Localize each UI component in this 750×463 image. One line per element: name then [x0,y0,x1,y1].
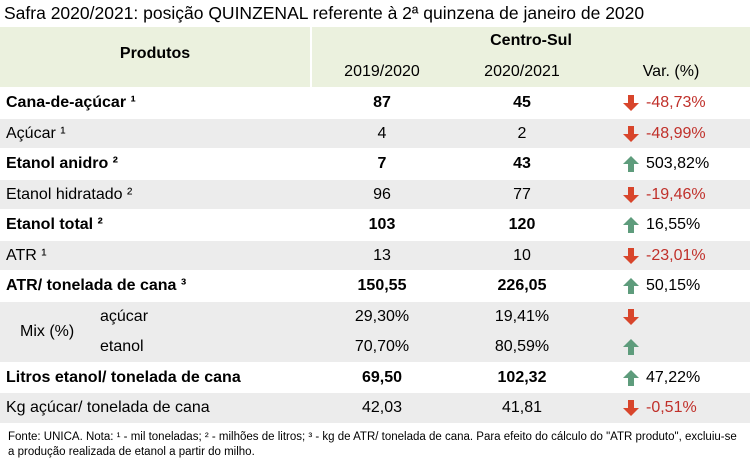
row-value: 29,30% [354,307,410,325]
row-value: 102,32 [497,368,547,386]
arrow-shape [623,278,639,294]
arrow-down [623,247,639,264]
arrow-up [623,156,639,172]
arrow-shape [623,339,639,355]
row-var: 50,15% [646,277,701,295]
row-label: Cana-de-açúcar ¹ [6,94,136,112]
header-bg [0,27,750,87]
row-label: Etanol anidro ² [6,155,118,173]
row-value: 120 [508,216,536,234]
row-bg [0,393,750,423]
header-divider [310,27,312,87]
row-label: Kg açúcar/ tonelada de cana [6,399,210,417]
row-var: -0,51% [646,399,697,417]
row-value: 45 [513,94,531,112]
row-label: ATR ¹ [6,246,47,264]
row-value: 69,50 [361,368,403,386]
arrow-down [623,308,639,325]
arrow-shape [623,400,639,416]
arrow-up [623,369,639,386]
row-label: Etanol hidratado ² [6,185,133,203]
row-value: 19,41% [494,307,550,325]
row-var: -48,99% [646,124,706,142]
row-label: Açúcar ¹ [6,124,66,142]
row-value: 4 [377,124,387,142]
arrow-shape [623,156,639,172]
row-value: 96 [373,185,391,203]
arrow-up [623,278,639,294]
row-label: ATR/ tonelada de cana ³ [6,277,187,295]
row-label: Litros etanol/ tonelada de cana [6,368,241,386]
arrow-down [623,95,639,111]
row-var: 503,82% [646,155,710,173]
row-value: 2 [517,124,527,142]
row-value: 13 [373,246,391,264]
title: Safra 2020/2021: posição QUINZENAL refer… [4,2,645,23]
row-bg [0,118,750,148]
mix-bg [0,301,750,362]
arrow-down [623,400,639,416]
row-bg [0,240,750,270]
row-var: -19,46% [646,185,706,203]
row-value: 10 [513,246,531,264]
row-value: 226,05 [497,277,547,295]
arrow-up [623,217,639,233]
arrow-shape [623,125,639,142]
header-column: 2020/2021 [484,63,560,80]
row-value: 87 [373,94,391,112]
row-var: -48,73% [646,94,706,112]
header-column: Var. (%) [642,63,700,80]
row-value: 77 [513,185,531,203]
row-var: 16,55% [646,216,701,234]
header-products: Produtos [119,45,191,62]
arrow-shape [623,95,639,111]
arrow-shape [623,217,639,233]
footnote: Fonte: UNICA. Nota: ¹ - mil toneladas; ²… [8,431,737,458]
row-label: etanol [100,338,144,356]
arrow-down [623,125,639,142]
row-value: 7 [377,155,387,173]
header-column: 2019/2020 [344,63,420,80]
arrow-shape [623,369,639,386]
row-value: 42,03 [361,399,403,417]
row-value: 80,59% [494,338,550,356]
row-value: 43 [513,155,531,173]
header-region: Centro-Sul [490,32,572,49]
arrow-down [623,186,639,203]
arrow-shape [623,308,639,325]
row-value: 150,55 [357,277,407,295]
row-value: 103 [368,216,396,234]
row-value: 41,81 [501,399,543,417]
mix-group: Mix (%) [20,323,75,340]
arrow-shape [623,186,639,203]
arrow-shape [623,247,639,264]
row-value: 70,70% [354,338,410,356]
row-label: açúcar [100,307,149,325]
row-var: 47,22% [646,368,701,386]
row-var: -23,01% [646,246,706,264]
arrow-up [623,339,639,355]
row-label: Etanol total ² [6,216,103,234]
row-bg [0,179,750,209]
